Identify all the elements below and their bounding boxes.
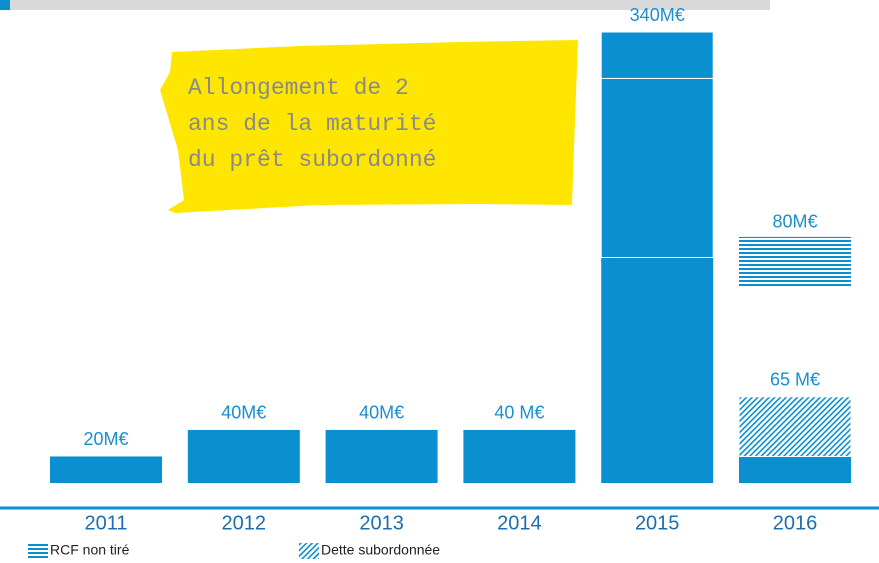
- sticky-note: [160, 40, 578, 213]
- bar-segment: [325, 429, 438, 483]
- bar-segment: [601, 257, 714, 483]
- legend-label: RCF non tiré: [50, 542, 130, 558]
- legend-swatch: [28, 543, 48, 559]
- bar-segment: [187, 429, 300, 483]
- total-label: 340M€: [630, 5, 685, 25]
- total-label: 40M€: [221, 403, 266, 423]
- x-tick-label: 2015: [635, 512, 680, 534]
- bar-segment: [50, 456, 162, 483]
- bar-segment: [738, 396, 852, 457]
- legend-swatch: [299, 543, 319, 559]
- x-tick-label: 2012: [222, 512, 267, 534]
- bar-segment: [600, 77, 714, 258]
- bar-segment: [739, 456, 851, 483]
- bar-segment: [600, 31, 714, 79]
- header-accent: [0, 0, 10, 10]
- x-tick-label: 2013: [359, 512, 404, 534]
- total-label: 40M€: [359, 403, 404, 423]
- x-tick-label: 2011: [84, 512, 127, 534]
- floating-label: 80M€: [772, 212, 817, 232]
- legend-label: Dette subordonnée: [321, 542, 440, 558]
- floating-bar: [739, 236, 851, 287]
- annotation-line: du prêt subordonné: [188, 147, 436, 173]
- header-bar: [0, 0, 770, 10]
- x-tick-label: 2014: [497, 512, 542, 534]
- x-tick-label: 2016: [773, 512, 818, 534]
- annotation-line: Allongement de 2: [188, 75, 409, 101]
- bar-segment: [463, 429, 576, 483]
- total-label: 20M€: [83, 429, 128, 449]
- total-label: 65 M€: [770, 370, 820, 390]
- total-label: 40 M€: [494, 403, 544, 423]
- annotation-line: ans de la maturité: [188, 111, 436, 137]
